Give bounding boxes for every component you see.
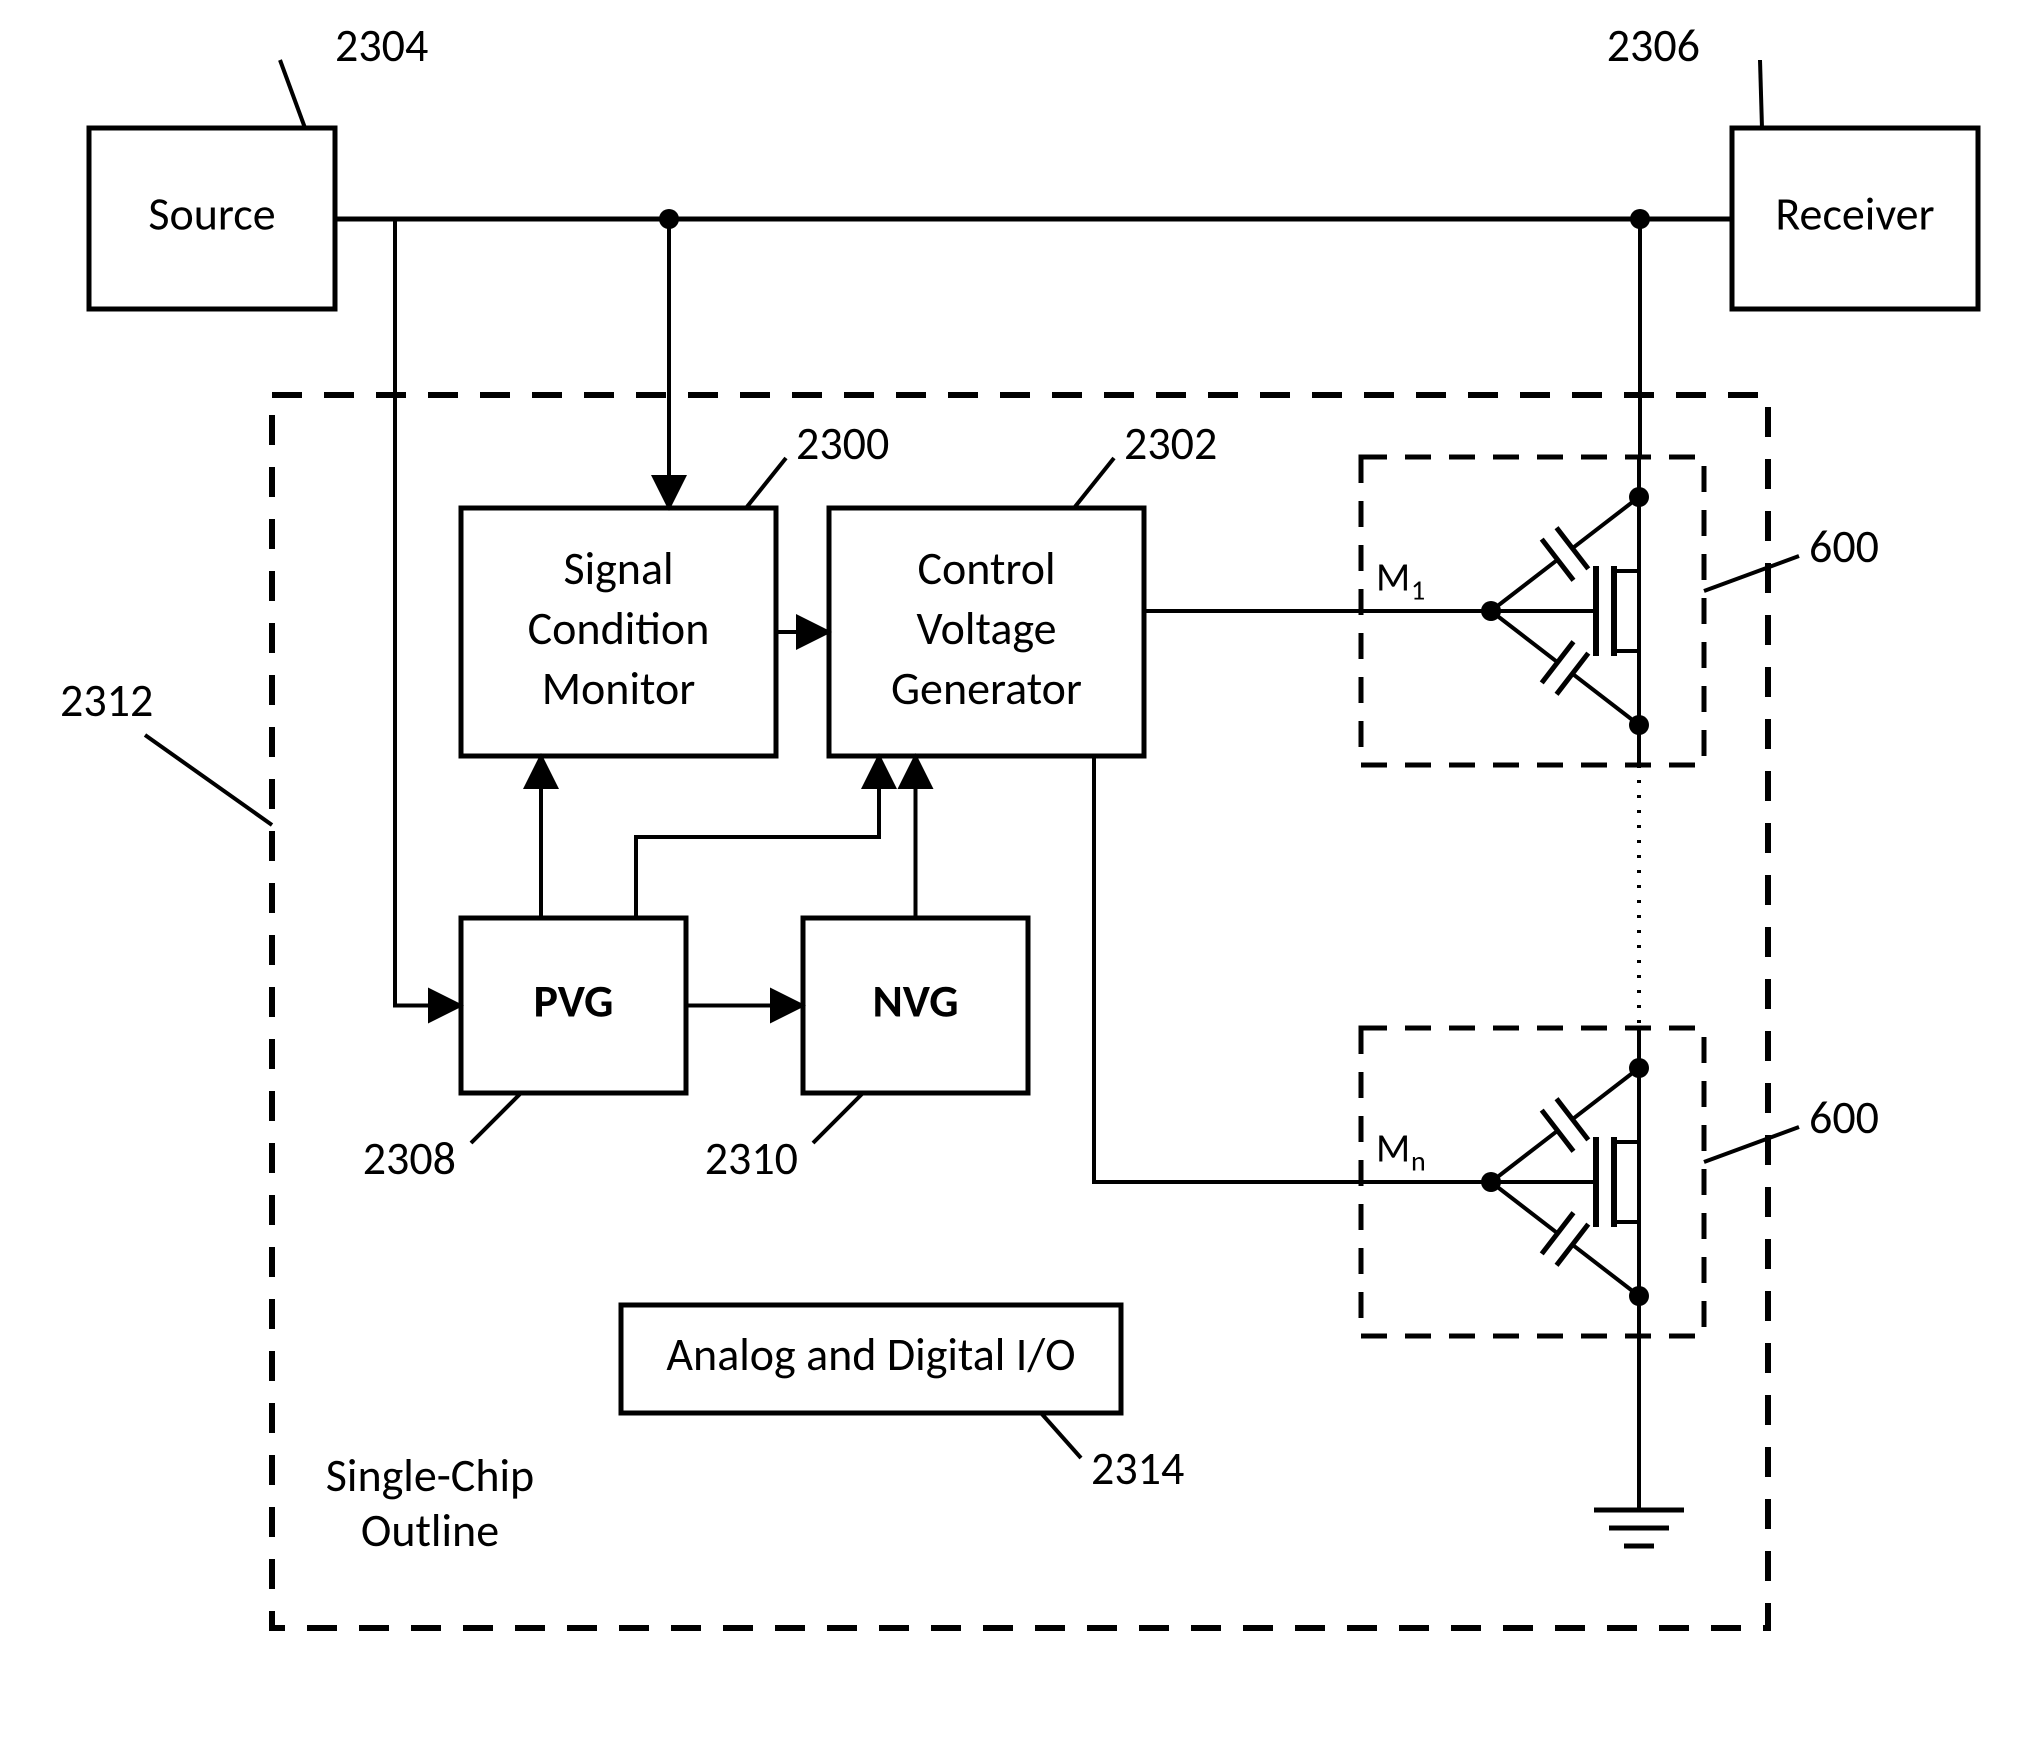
refnum-pvg: 2308: [363, 1131, 456, 1187]
wire-bus-to-pvg: [395, 219, 461, 1006]
nvg-label: NVG: [872, 974, 958, 1030]
fet-bottom-label-sub: n: [1411, 1144, 1426, 1179]
cvg-l3: Generator: [891, 661, 1082, 717]
wire-pvg-to-cvg: [636, 756, 879, 918]
refnum-io: 2314: [1091, 1441, 1184, 1497]
chip-caption-1: Single-Chip: [326, 1448, 534, 1504]
scm-l3: Monitor: [542, 661, 696, 717]
fet-top-label: M: [1376, 553, 1410, 602]
pvg-label: PVG: [534, 974, 614, 1030]
scm-l1: Signal: [563, 541, 673, 597]
refnum-scm: 2300: [796, 416, 889, 472]
wire-cvg-to-mn: [1094, 756, 1361, 1182]
fet-top-label-sub: 1: [1411, 573, 1425, 608]
fet-bottom-refnum: 600: [1809, 1090, 1879, 1146]
receiver-label: Receiver: [1775, 186, 1934, 242]
source-label: Source: [148, 186, 275, 242]
fet-top-refnum: 600: [1809, 519, 1879, 575]
cvg-l2: Voltage: [916, 601, 1056, 657]
cvg-l1: Control: [917, 541, 1055, 597]
refnum-receiver: 2306: [1607, 18, 1700, 74]
chip-caption-2: Outline: [361, 1503, 499, 1559]
io-label: Analog and Digital I/O: [666, 1327, 1075, 1383]
refnum-cvg: 2302: [1124, 416, 1217, 472]
refnum-chip: 2312: [60, 673, 153, 729]
fet-bottom-label: M: [1376, 1124, 1410, 1173]
scm-l2: Condition: [528, 601, 710, 657]
refnum-source: 2304: [335, 18, 428, 74]
refnum-nvg: 2310: [705, 1131, 798, 1187]
